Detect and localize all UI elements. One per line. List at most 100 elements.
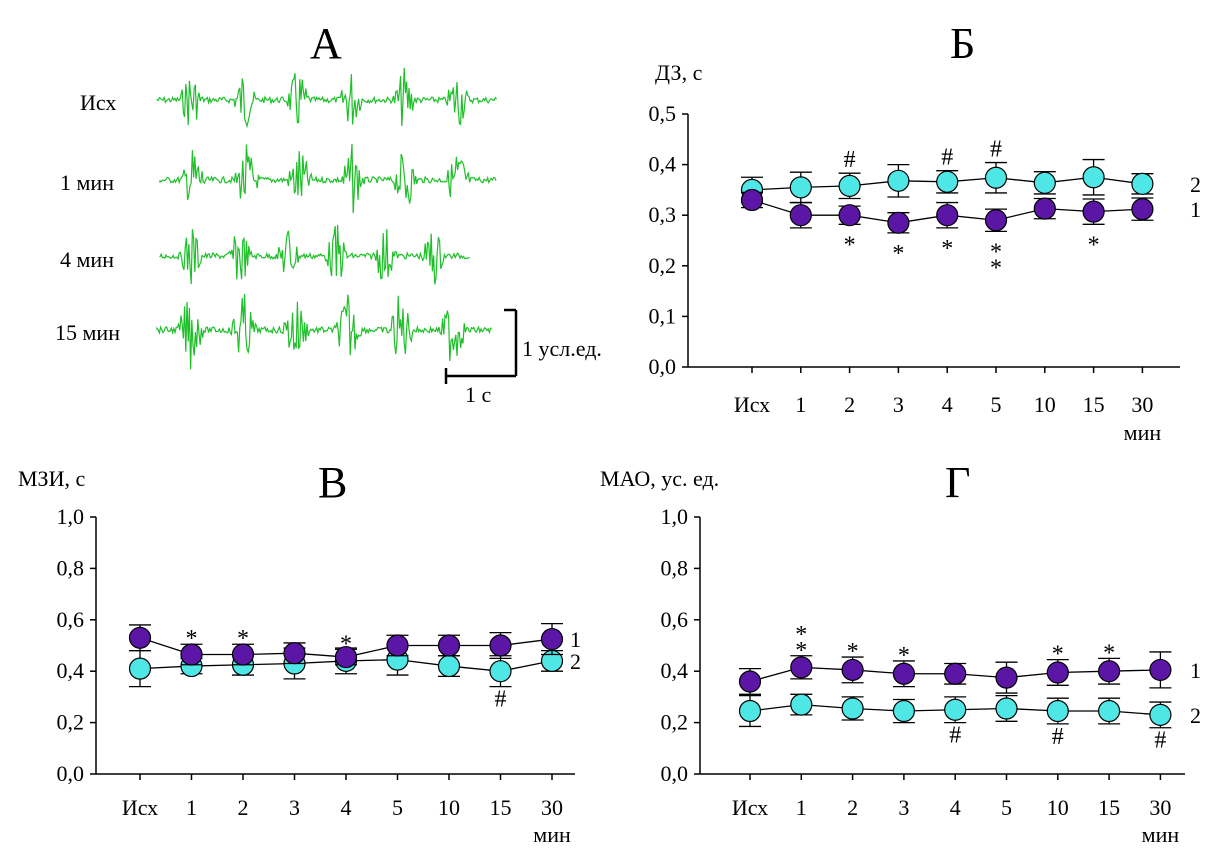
chart-b-s1-mark-2-0: * bbox=[844, 232, 856, 258]
chart-g-series-label-1: 1 bbox=[1190, 658, 1201, 683]
chart-g-s2-point-7 bbox=[1097, 699, 1121, 723]
chart-b-ytick-label-1: 0,1 bbox=[649, 303, 677, 328]
chart-v-s1-point-5 bbox=[386, 634, 409, 657]
chart-b-s1-mark-3-0: * bbox=[892, 241, 904, 267]
chart-v-series-label-1: 1 bbox=[570, 627, 581, 652]
chart-b-s1-point-5 bbox=[984, 209, 1008, 232]
chart-g-s1-point-4 bbox=[944, 662, 967, 685]
chart-g-s1-point-7 bbox=[1097, 660, 1121, 683]
chart-v-s2-mark-7-0: # bbox=[495, 687, 507, 713]
chart-g-ytick-label-2: 0,4 bbox=[661, 658, 689, 683]
chart-g-x-unit: мин bbox=[1142, 822, 1180, 847]
chart-v-xtick-label-7: 15 bbox=[490, 795, 512, 820]
chart-g-letter: Г bbox=[945, 458, 970, 507]
chart-b-s2-point-2 bbox=[838, 174, 861, 197]
chart-b-s1-point-7 bbox=[1082, 200, 1105, 223]
chart-g-s2-mark-4-0: # bbox=[949, 723, 961, 749]
chart-v-s2-point-0 bbox=[128, 657, 152, 680]
chart-g-xtick-label-0: Исх bbox=[732, 795, 768, 820]
chart-b-ytick-label-0: 0,0 bbox=[649, 354, 677, 379]
chart-g-s2-mark-8-0: # bbox=[1154, 728, 1166, 754]
chart-g-ytick-label-3: 0,6 bbox=[661, 607, 689, 632]
eeg-trace-1 bbox=[159, 143, 497, 214]
chart-g-s2-point-8 bbox=[1149, 703, 1172, 726]
chart-v-ytick-label-2: 0,4 bbox=[57, 658, 85, 683]
chart-g-s2-point-2 bbox=[841, 697, 864, 720]
eeg-trace-group bbox=[156, 67, 498, 370]
chart-v-ylabel: МЗИ, с bbox=[18, 466, 85, 491]
chart-b-s1-mark-5-1: * bbox=[990, 255, 1002, 281]
chart-v-xtick-label-2: 2 bbox=[238, 795, 249, 820]
chart-b-x-unit: мин bbox=[1124, 420, 1162, 445]
chart-v-s2-point-7 bbox=[489, 660, 512, 683]
chart-g-xtick-label-2: 2 bbox=[847, 795, 858, 820]
chart-b-s2-mark-4-0: # bbox=[941, 145, 953, 171]
chart-g-s1-mark-1-0: * bbox=[795, 622, 807, 648]
chart-panel-g: Г МАО, ус. ед. 0,0 0,2 0,4 0,6 0,8 1,0 Исх 1 2 3 4… bbox=[600, 458, 1201, 847]
chart-g-s1-point-2 bbox=[841, 658, 864, 682]
chart-g-s1-mark-1-1: * bbox=[795, 638, 807, 664]
chart-g-s2-mark-6-0: # bbox=[1052, 724, 1064, 750]
chart-b-s1-point-2 bbox=[838, 204, 861, 227]
chart-v-s1-point-2 bbox=[231, 643, 255, 666]
chart-b-s1-point-1 bbox=[789, 204, 812, 227]
chart-v-ytick-label-3: 0,6 bbox=[57, 607, 85, 632]
trace-label-0: Исх bbox=[80, 90, 116, 115]
chart-b-xtick-label-4: 4 bbox=[942, 392, 953, 417]
chart-g-s1-mark-3-0: * bbox=[898, 643, 910, 669]
chart-v-xtick-label-1: 1 bbox=[186, 795, 197, 820]
chart-v-xtick-label-5: 5 bbox=[392, 795, 403, 820]
chart-g-s1-point-3 bbox=[892, 662, 916, 685]
trace-label-3: 15 мин bbox=[55, 320, 120, 345]
chart-b-ylabel: ДЗ, с bbox=[655, 60, 703, 85]
chart-b-s2-point-8 bbox=[1131, 172, 1154, 195]
chart-v-s1-point-1 bbox=[180, 643, 203, 666]
scale-bar bbox=[444, 308, 518, 384]
chart-v-ytick-label-0: 0,0 bbox=[57, 761, 85, 786]
chart-g-xtick-label-4: 4 bbox=[950, 795, 961, 820]
chart-v-ytick-label-4: 0,8 bbox=[57, 555, 85, 580]
chart-v-s1-point-3 bbox=[283, 642, 306, 665]
chart-g-s1-mark-7-0: * bbox=[1103, 640, 1115, 666]
chart-b-letter: Б bbox=[950, 19, 975, 68]
chart-g-s2-point-3 bbox=[892, 699, 916, 723]
chart-g-s1-point-5 bbox=[995, 666, 1018, 689]
eeg-trace-0 bbox=[156, 67, 498, 129]
chart-b-xtick-label-8: 30 bbox=[1131, 392, 1153, 417]
chart-b-s1-point-4 bbox=[936, 204, 959, 227]
chart-b-series-label-2: 2 bbox=[1190, 172, 1201, 197]
chart-b-ytick-label-2: 0,2 bbox=[649, 253, 677, 278]
chart-v-ytick-label-5: 1,0 bbox=[57, 504, 85, 529]
chart-v-s1-mark-1-0: * bbox=[186, 626, 198, 652]
chart-v-s1-mark-2-0: * bbox=[237, 626, 249, 652]
chart-b-s1-point-6 bbox=[1033, 197, 1056, 220]
chart-v-xtick-label-0: Исх bbox=[122, 795, 158, 820]
chart-g-s2-point-1 bbox=[790, 693, 813, 716]
chart-b-xtick-label-2: 2 bbox=[844, 392, 855, 417]
chart-b-ytick-label-3: 0,3 bbox=[649, 202, 677, 227]
chart-b-s2-mark-5-0: # bbox=[990, 137, 1002, 163]
chart-v-s1-point-0 bbox=[128, 626, 152, 649]
chart-g-s1-mark-2-0: * bbox=[847, 639, 859, 665]
chart-v-s1-point-6 bbox=[437, 634, 461, 657]
trace-label-1: 1 мин bbox=[60, 170, 114, 195]
chart-b-xtick-label-3: 3 bbox=[893, 392, 904, 417]
chart-b-s2-point-7 bbox=[1082, 166, 1105, 189]
chart-b-xtick-label-0: Исх bbox=[734, 392, 770, 417]
chart-v-xtick-label-3: 3 bbox=[289, 795, 300, 820]
chart-g-ytick-label-0: 0,0 bbox=[661, 761, 689, 786]
chart-v-s2-point-6 bbox=[437, 654, 461, 678]
chart-g-s2-point-0 bbox=[738, 699, 762, 723]
chart-g-s1-point-6 bbox=[1046, 661, 1069, 684]
chart-b-s1-point-0 bbox=[740, 188, 764, 212]
chart-v-xtick-label-8: 30 bbox=[541, 795, 563, 820]
chart-g-s2-point-6 bbox=[1046, 699, 1069, 723]
chart-v-xtick-label-6: 10 bbox=[438, 795, 460, 820]
chart-g-ytick-label-1: 0,2 bbox=[661, 710, 689, 735]
chart-b-s1-point-8 bbox=[1131, 198, 1154, 221]
chart-b-series-label-1: 1 bbox=[1190, 197, 1201, 222]
chart-v-xtick-label-4: 4 bbox=[341, 795, 352, 820]
chart-v-letter: В bbox=[318, 458, 347, 507]
